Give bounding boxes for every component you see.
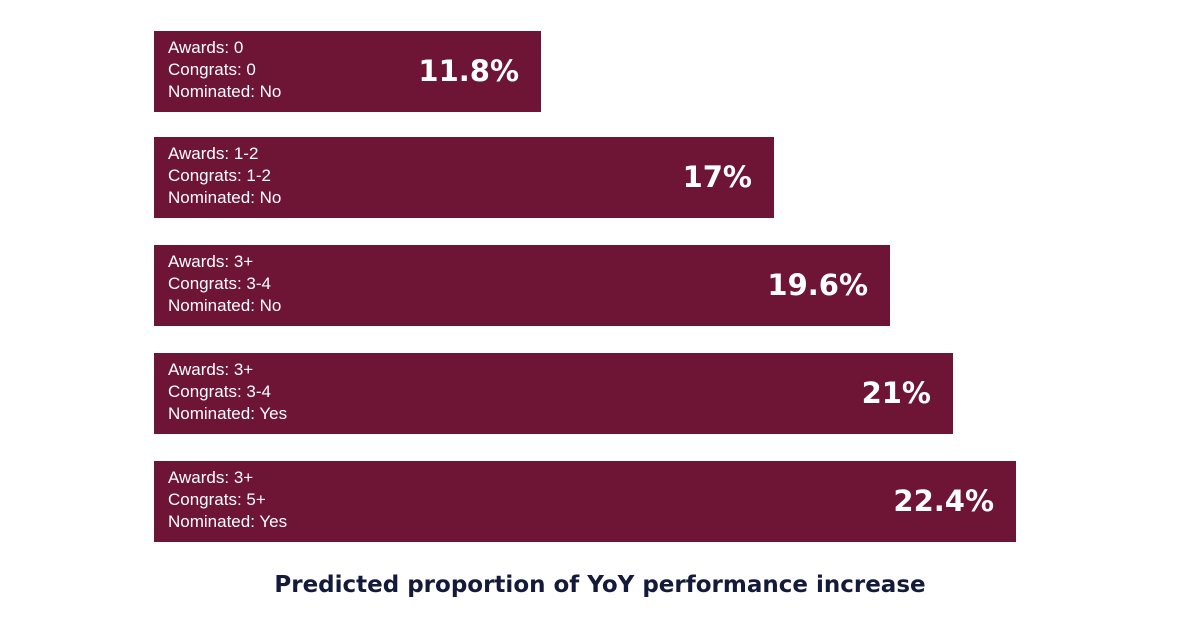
data-label: 22.4% — [893, 484, 994, 518]
data-label: 11.8% — [418, 54, 519, 88]
category-label: Awards: 0 Congrats: 0 Nominated: No — [168, 37, 281, 103]
data-label: 21% — [861, 376, 931, 410]
category-label-line: Nominated: No — [168, 188, 282, 207]
category-label: Awards: 3+ Congrats: 5+ Nominated: Yes — [168, 467, 287, 533]
category-label-line: Awards: 0 — [168, 38, 244, 57]
category-label-line: Nominated: No — [168, 296, 282, 315]
category-label-line: Nominated: No — [168, 82, 282, 101]
category-label: Awards: 3+ Congrats: 3-4 Nominated: Yes — [168, 359, 287, 425]
bar: Awards: 3+ Congrats: 3-4 Nominated: Yes 21% — [154, 353, 953, 434]
category-label-line: Congrats: 0 — [168, 60, 256, 79]
chart-title: Predicted proportion of YoY performance … — [274, 572, 926, 598]
category-label-line: Congrats: 1-2 — [168, 166, 271, 185]
bar: Awards: 3+ Congrats: 3-4 Nominated: No 19.6… — [154, 245, 890, 326]
category-label: Awards: 3+ Congrats: 3-4 Nominated: No — [168, 251, 281, 317]
data-label: 19.6% — [767, 268, 868, 302]
data-label: 17% — [682, 160, 752, 194]
category-label-line: Awards: 3+ — [168, 360, 254, 379]
category-label-line: Congrats: 5+ — [168, 490, 266, 509]
category-label-line: Nominated: Yes — [168, 512, 288, 531]
category-label: Awards: 1-2 Congrats: 1-2 Nominated: No — [168, 143, 281, 209]
category-label-line: Nominated: Yes — [168, 404, 288, 423]
bar: Awards: 1-2 Congrats: 1-2 Nominated: No 17% — [154, 137, 774, 218]
category-label-line: Congrats: 3-4 — [168, 382, 271, 401]
bar: Awards: 0 Congrats: 0 Nominated: No 11.8% — [154, 31, 541, 112]
category-label-line: Awards: 3+ — [168, 468, 254, 487]
category-label-line: Awards: 3+ — [168, 252, 254, 271]
category-label-line: Awards: 1-2 — [168, 144, 259, 163]
category-label-line: Congrats: 3-4 — [168, 274, 271, 293]
bar: Awards: 3+ Congrats: 5+ Nominated: Yes 22.4… — [154, 461, 1016, 542]
